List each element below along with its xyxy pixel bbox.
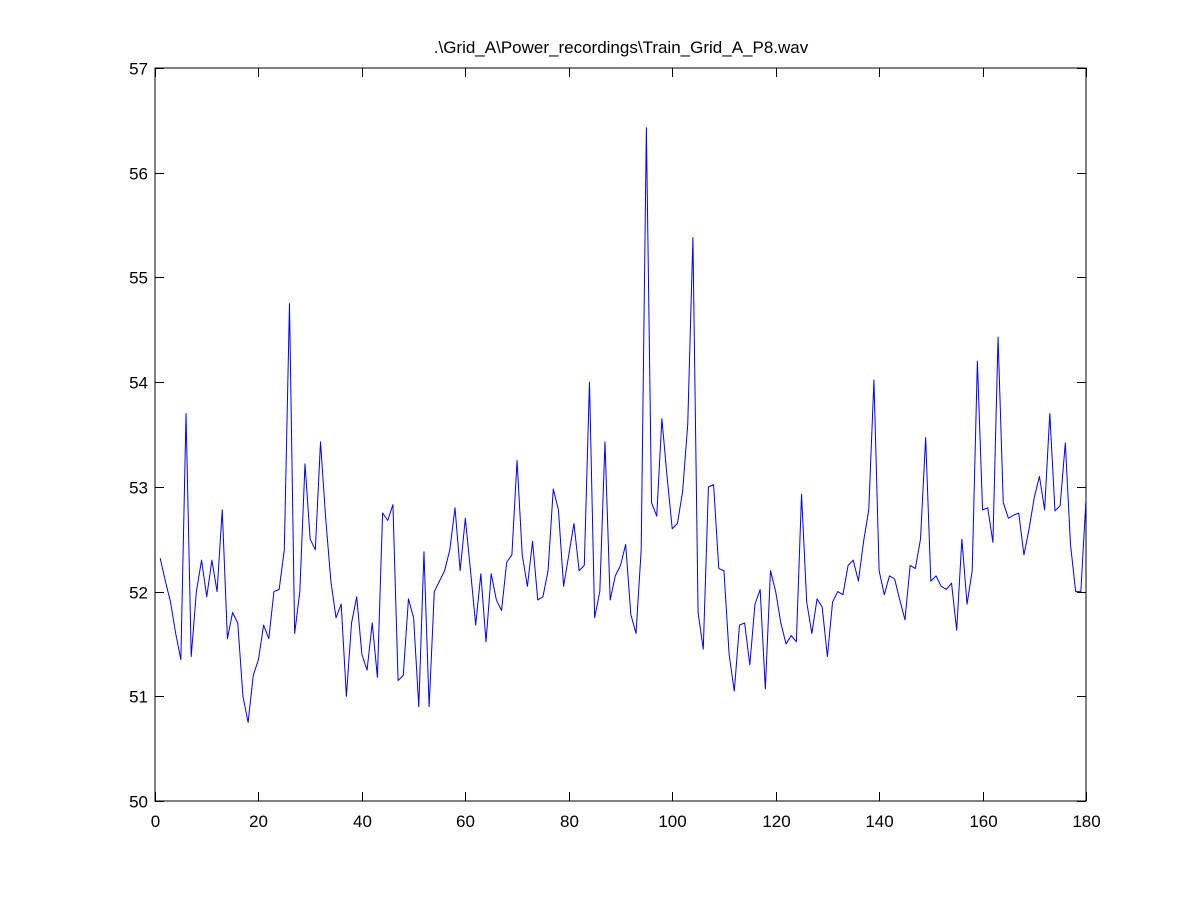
y-tick-label: 53 bbox=[129, 479, 148, 498]
y-tick-label: 55 bbox=[129, 269, 148, 288]
x-tick-label: 20 bbox=[249, 812, 268, 831]
y-tick-label: 51 bbox=[129, 688, 148, 707]
y-tick-label: 57 bbox=[129, 60, 148, 79]
y-tick-label: 54 bbox=[129, 374, 148, 393]
chart-title: .\Grid_A\Power_recordings\Train_Grid_A_P… bbox=[434, 38, 809, 57]
y-tick-label: 56 bbox=[129, 165, 148, 184]
x-tick-label: 40 bbox=[353, 812, 372, 831]
axes: 0 20 40 60 80 100 120 140 160 180 50 51 52 53 54 55 56 57 bbox=[129, 60, 1101, 832]
x-tick-label: 140 bbox=[865, 812, 893, 831]
x-tick-label: 180 bbox=[1072, 812, 1100, 831]
plot-area-frame bbox=[154, 67, 1087, 802]
x-tick-label: 100 bbox=[658, 812, 686, 831]
x-tick-label: 60 bbox=[456, 812, 475, 831]
series-layer bbox=[159, 127, 1087, 723]
x-tick-label: 160 bbox=[969, 812, 997, 831]
x-tick-label: 80 bbox=[560, 812, 579, 831]
y-tick-label: 50 bbox=[129, 793, 148, 812]
y-tick-label: 52 bbox=[129, 584, 148, 603]
x-tick-label: 120 bbox=[762, 812, 790, 831]
x-tick-label: 0 bbox=[151, 812, 160, 831]
series-line-0 bbox=[159, 127, 1087, 723]
